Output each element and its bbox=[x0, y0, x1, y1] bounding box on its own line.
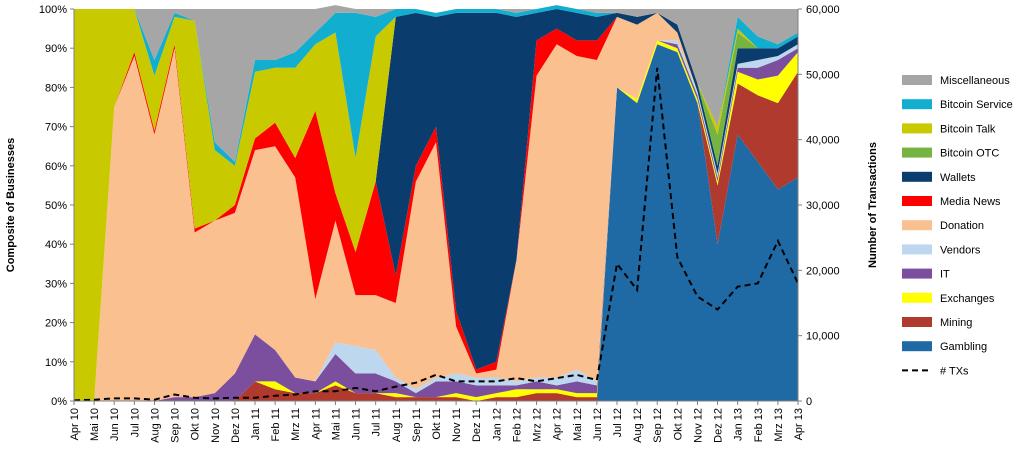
y2-tick-label: 10,000 bbox=[806, 331, 840, 343]
legend-label: # TXs bbox=[940, 365, 969, 377]
x-tick-label: Mai 10 bbox=[89, 408, 101, 441]
x-tick-label: Dez 10 bbox=[230, 408, 242, 443]
legend-label: Gambling bbox=[940, 341, 987, 353]
area-donation bbox=[74, 12, 798, 401]
x-tick-label: Nov 11 bbox=[451, 408, 463, 442]
x-tick-label: Jan 12 bbox=[491, 408, 503, 441]
legend-label: Media News bbox=[940, 196, 1001, 208]
y2-tick-label: 40,000 bbox=[806, 135, 840, 147]
x-tick-label: Sep 10 bbox=[170, 408, 182, 443]
x-tick-label: Mai 11 bbox=[330, 408, 342, 440]
stacked-area-series bbox=[74, 5, 798, 402]
x-tick-label: Nov 10 bbox=[210, 408, 222, 443]
x-tick-label: Aug 12 bbox=[632, 408, 644, 443]
legend-swatch bbox=[902, 147, 932, 158]
y-tick-label: 30% bbox=[45, 278, 67, 290]
x-tick-label: Aug 11 bbox=[391, 408, 403, 442]
x-tick-label: Apr 13 bbox=[793, 408, 805, 440]
x-tick-label: Feb 11 bbox=[270, 408, 282, 441]
x-tick-label: Okt 11 bbox=[431, 408, 443, 440]
y-tick-label: 50% bbox=[45, 200, 67, 212]
y-tick-label: 90% bbox=[45, 43, 67, 55]
legend-swatch bbox=[902, 268, 932, 279]
y2-tick-label: 30,000 bbox=[806, 200, 840, 212]
y-tick-label: 40% bbox=[45, 239, 67, 251]
x-tick-label: Mai 12 bbox=[572, 408, 584, 441]
legend-swatch bbox=[902, 341, 932, 352]
y-tick-label: 20% bbox=[45, 318, 67, 330]
area-bitcoin-talk bbox=[74, 9, 798, 401]
x-tick-label: Apr 12 bbox=[552, 408, 564, 440]
x-tick-label: Jul 11 bbox=[371, 408, 383, 437]
x-tick-label: Jun 10 bbox=[109, 408, 121, 441]
y2-tick-label: 50,000 bbox=[806, 69, 840, 81]
x-tick-label: Apr 10 bbox=[69, 408, 81, 440]
x-tick-label: Mrz 12 bbox=[532, 408, 544, 442]
x-tick-label: Jun 12 bbox=[592, 408, 604, 441]
legend-label: Bitcoin Service bbox=[940, 99, 1013, 111]
x-tick-label: Mrz 11 bbox=[290, 408, 302, 441]
transactions-line-layer bbox=[73, 67, 799, 402]
y-tick-label: 80% bbox=[45, 82, 67, 94]
legend-label: Mining bbox=[940, 317, 972, 329]
y-tick-label: 10% bbox=[45, 357, 67, 369]
legend-label: Bitcoin Talk bbox=[940, 123, 996, 135]
x-tick-label: Mrz 13 bbox=[773, 408, 785, 442]
axes: 0% 10% 20% 30% 40% 50% 60% 70% 80% 90% 100% 0 10,000… bbox=[39, 4, 840, 443]
y2-tick-label: 0 bbox=[806, 396, 812, 408]
legend-label: Exchanges bbox=[940, 293, 995, 305]
x-tick-label: Feb 13 bbox=[753, 408, 765, 442]
x-tick-label: Jul 12 bbox=[612, 408, 624, 437]
y2-tick-label: 60,000 bbox=[806, 4, 840, 16]
legend-swatch bbox=[902, 99, 932, 110]
y-tick-label: 100% bbox=[39, 4, 67, 16]
area-gambling bbox=[74, 44, 798, 401]
legend-label: Miscellaneous bbox=[940, 75, 1010, 87]
legend-swatch bbox=[902, 317, 932, 327]
line-transactions bbox=[73, 67, 799, 402]
x-tick-label: Okt 10 bbox=[190, 408, 202, 440]
legend-label: Wallets bbox=[940, 172, 976, 184]
x-tick-label: Dez 12 bbox=[713, 408, 725, 443]
legend-label: Donation bbox=[940, 220, 984, 232]
area-wallets bbox=[74, 9, 798, 401]
legend-label: Bitcoin OTC bbox=[940, 148, 999, 160]
legend-swatch bbox=[902, 123, 932, 134]
x-tick-label: Jul 10 bbox=[129, 408, 141, 437]
y-tick-label: 0% bbox=[51, 396, 67, 408]
legend: Miscellaneous Bitcoin Service Bitcoin Talk… bbox=[902, 75, 1013, 377]
y-tick-label: 70% bbox=[45, 122, 67, 134]
y-tick-label: 60% bbox=[45, 161, 67, 173]
x-tick-label: Dez 11 bbox=[471, 408, 483, 442]
legend-swatch bbox=[902, 196, 932, 206]
legend-label: Vendors bbox=[940, 244, 981, 256]
x-tick-label: Feb 12 bbox=[511, 408, 523, 442]
area-miscellaneous bbox=[74, 5, 798, 162]
x-tick-label: Jun 11 bbox=[351, 408, 363, 440]
y2-axis-title: Number of Transactions bbox=[867, 142, 879, 268]
x-tick-label: Nov 12 bbox=[692, 408, 704, 443]
y-axis-title: Composite of Businesses bbox=[5, 138, 17, 272]
x-tick-label: Aug 10 bbox=[149, 408, 161, 443]
legend-swatch bbox=[902, 220, 932, 231]
x-tick-label: Apr 11 bbox=[310, 408, 322, 440]
x-tick-label: Sep 11 bbox=[411, 408, 423, 442]
legend-swatch bbox=[902, 292, 932, 303]
legend-label: IT bbox=[940, 269, 950, 281]
x-tick-label: Sep 12 bbox=[652, 408, 664, 443]
y2-tick-label: 20,000 bbox=[806, 265, 840, 277]
x-tick-label: Jan 13 bbox=[733, 408, 745, 441]
x-tick-label: Okt 12 bbox=[672, 408, 684, 440]
legend-swatch bbox=[902, 171, 932, 182]
legend-swatch bbox=[902, 75, 932, 85]
x-tick-label: Jan 11 bbox=[250, 408, 262, 440]
legend-swatch bbox=[902, 244, 932, 255]
